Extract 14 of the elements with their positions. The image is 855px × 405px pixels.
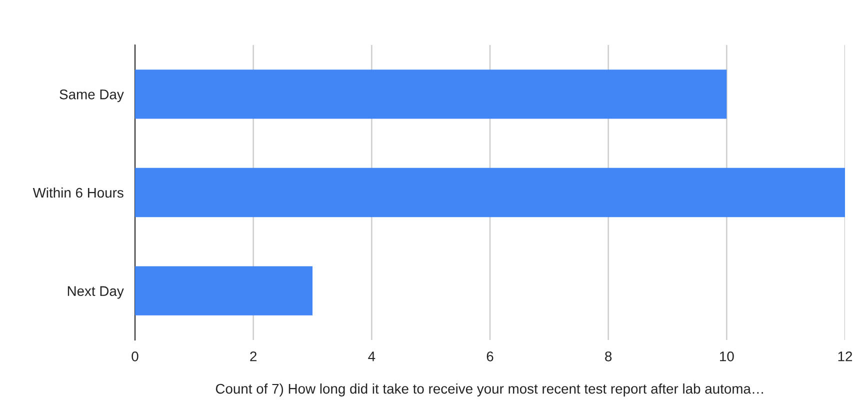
- y-tick-label: Within 6 Hours: [32, 187, 124, 198]
- x-tick-label: 8: [605, 351, 612, 362]
- y-tick-label: Next Day: [68, 286, 124, 299]
- x-axis-title: Count of 7) How long did it take to receive your most recent test report after lab automa…: [216, 384, 763, 396]
- x-tick-label: 10: [720, 351, 734, 362]
- x-tick-label: 6: [486, 351, 494, 362]
- x-tick-label: 2: [250, 351, 256, 362]
- bar: [135, 266, 312, 316]
- x-tick-label: 4: [368, 352, 376, 362]
- x-tick-label: 12: [838, 351, 852, 362]
- y-tick-label: Same Day: [60, 90, 124, 102]
- bar: [135, 70, 727, 119]
- bar: [135, 168, 845, 218]
- x-tick-label: 0: [132, 351, 138, 362]
